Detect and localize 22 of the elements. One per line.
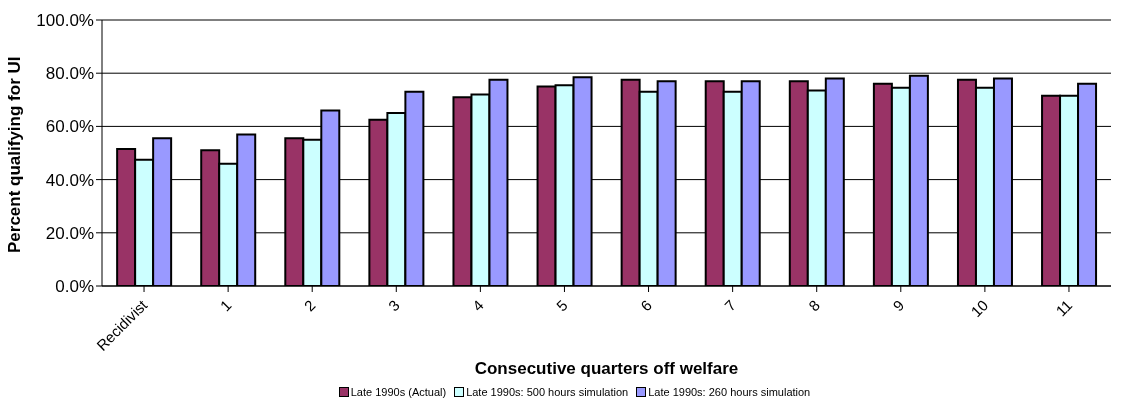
x-tick-label: 6 [636,296,655,315]
y-tick-label: 100.0% [36,11,94,31]
y-tick-label: 60.0% [45,117,94,137]
y-tick-label: 80.0% [45,64,94,84]
x-tick-label: 7 [721,296,739,315]
y-tick-label: 20.0% [45,223,94,243]
x-tick-label: 9 [889,296,908,315]
y-tick-label: 40.0% [45,170,94,190]
x-tick-label: 10 [967,296,992,321]
x-tick-label: 3 [384,296,403,315]
legend-label: Late 1990s (Actual) [349,386,447,398]
x-tick-label: 8 [805,296,824,315]
legend-label: Late 1990s: 260 hours simulation [647,386,811,398]
y-tick-label: 0.0% [55,277,94,297]
y-axis-title: Percent qualifying for UI [5,56,25,253]
x-tick-label: 5 [552,296,571,315]
legend-label: Late 1990s: 500 hours simulation [465,386,629,398]
x-tick-label: 11 [1052,296,1076,320]
x-axis-title: Consecutive quarters off welfare [474,359,739,378]
x-tick-label: 1 [216,296,235,315]
x-tick-label: 4 [468,296,487,315]
x-tick-label: 2 [300,296,319,315]
